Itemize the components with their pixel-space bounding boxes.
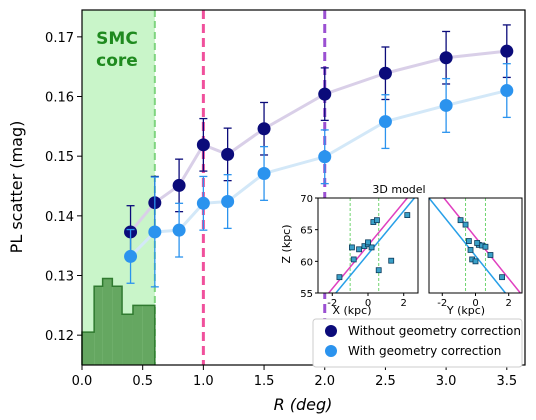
x-tick-label: 0.5 bbox=[132, 374, 153, 389]
y-tick-label: 0.15 bbox=[45, 150, 74, 165]
data-point bbox=[500, 84, 514, 98]
x-tick-label: 1.0 bbox=[193, 374, 214, 389]
data-point bbox=[378, 115, 392, 129]
series-line-0 bbox=[129, 49, 507, 233]
inset-point bbox=[388, 257, 395, 264]
data-point bbox=[221, 147, 235, 161]
smc-core-label: SMC bbox=[96, 29, 138, 49]
data-series bbox=[124, 24, 514, 288]
histogram-bar bbox=[102, 278, 113, 365]
radius-histogram bbox=[81, 277, 156, 365]
inset-point bbox=[349, 244, 355, 251]
main-axes: 0.0 0.5 1.0 1.5 2.0 2.5 3.0 3.5 0.12 0.13 0.14 0.15… bbox=[45, 9, 526, 389]
inset-point bbox=[482, 243, 489, 250]
inset-point bbox=[472, 258, 479, 265]
histogram-bar bbox=[82, 332, 95, 365]
inset-point bbox=[374, 217, 380, 224]
inset-x-tick-label: 2 bbox=[506, 298, 512, 309]
inset-point bbox=[336, 274, 343, 281]
y-tick-label: 0.17 bbox=[45, 31, 74, 46]
legend-marker-with-correction bbox=[325, 345, 337, 357]
y-tick-label: 0.12 bbox=[45, 329, 74, 344]
x-tick-label: 3.0 bbox=[436, 374, 457, 389]
inset-point bbox=[356, 246, 362, 253]
data-point bbox=[257, 166, 271, 180]
data-point bbox=[172, 223, 186, 237]
inset-panel-x: -2 0 2 70 65 60 55 bbox=[300, 194, 419, 309]
inset-y-tick-label: 65 bbox=[300, 226, 313, 237]
data-point bbox=[318, 150, 332, 164]
data-point bbox=[172, 178, 186, 192]
inset-x-tick-label: -2 bbox=[327, 298, 337, 309]
legend-label-without-correction: Without geometry correction bbox=[348, 324, 521, 338]
data-point bbox=[196, 138, 210, 152]
x-tick-label: 0.0 bbox=[72, 374, 93, 389]
data-point bbox=[148, 225, 162, 239]
inset-y-tick-label: 55 bbox=[300, 289, 313, 300]
inset-y-tick-label: 70 bbox=[300, 194, 313, 205]
inset-fit-line bbox=[335, 197, 416, 294]
inset-x-tick-label: 0 bbox=[472, 298, 478, 309]
inset-x-tick-label: 2 bbox=[401, 298, 407, 309]
inset-3d-model: -2 0 2 70 65 60 55 -2 0 2 bbox=[300, 194, 523, 309]
y-tick-label: 0.16 bbox=[45, 91, 74, 106]
data-point bbox=[124, 249, 138, 263]
histogram-bar bbox=[94, 286, 103, 365]
data-point bbox=[221, 195, 235, 209]
histogram-bar bbox=[142, 305, 155, 365]
data-point bbox=[500, 44, 514, 58]
x-tick-label: 1.5 bbox=[254, 374, 275, 389]
inset-point bbox=[365, 239, 371, 246]
inset-point bbox=[457, 217, 464, 224]
inset-x-label-x: X (kpc) bbox=[332, 304, 371, 317]
legend: Without geometry correction With geometr… bbox=[312, 318, 523, 368]
y-tick-label: 0.14 bbox=[45, 210, 74, 225]
inset-point bbox=[474, 240, 481, 246]
inset-point bbox=[375, 267, 382, 274]
x-tick-label: 2.5 bbox=[375, 374, 396, 389]
inset-y-label: Z (kpc) bbox=[280, 224, 293, 263]
data-point bbox=[439, 98, 453, 112]
inset-point bbox=[350, 256, 357, 263]
inset-x-label-y: Y (kpc) bbox=[446, 304, 485, 317]
data-point bbox=[318, 87, 332, 101]
data-point bbox=[439, 51, 453, 65]
plot-frame bbox=[81, 9, 526, 366]
inset-point bbox=[368, 244, 375, 251]
x-axis-label: R (deg) bbox=[274, 395, 333, 414]
smc-core-label-line2: core bbox=[96, 51, 138, 71]
y-tick-label: 0.13 bbox=[45, 270, 74, 285]
legend-marker-without-correction bbox=[325, 325, 337, 337]
data-point bbox=[196, 196, 210, 210]
histogram-outline bbox=[81, 277, 156, 365]
inset-point bbox=[487, 252, 494, 258]
histogram-bar bbox=[132, 305, 143, 365]
inset-title: 3D model bbox=[372, 183, 425, 196]
data-point bbox=[378, 66, 392, 80]
inset-point bbox=[462, 221, 469, 228]
inset-x-tick-label: -2 bbox=[437, 298, 447, 309]
series-line-1 bbox=[129, 89, 508, 258]
inset-y-tick-label: 60 bbox=[300, 257, 313, 268]
histogram-bar bbox=[122, 314, 133, 365]
inset-point bbox=[467, 247, 474, 253]
inset-x-tick-label: 0 bbox=[365, 298, 371, 309]
inset-fit-line bbox=[428, 197, 506, 294]
legend-label-with-correction: With geometry correction bbox=[348, 344, 501, 358]
inset-point bbox=[499, 274, 505, 281]
data-point bbox=[257, 122, 271, 136]
y-axis-label: PL scatter (mag) bbox=[7, 121, 26, 254]
inset-point bbox=[404, 212, 411, 219]
x-tick-label: 2.0 bbox=[314, 374, 335, 389]
inset-point bbox=[465, 238, 472, 244]
legend-box bbox=[312, 318, 523, 368]
histogram-bar bbox=[112, 286, 123, 365]
inset-panel-y: -2 0 2 bbox=[428, 197, 523, 309]
x-tick-label: 3.5 bbox=[496, 374, 517, 389]
